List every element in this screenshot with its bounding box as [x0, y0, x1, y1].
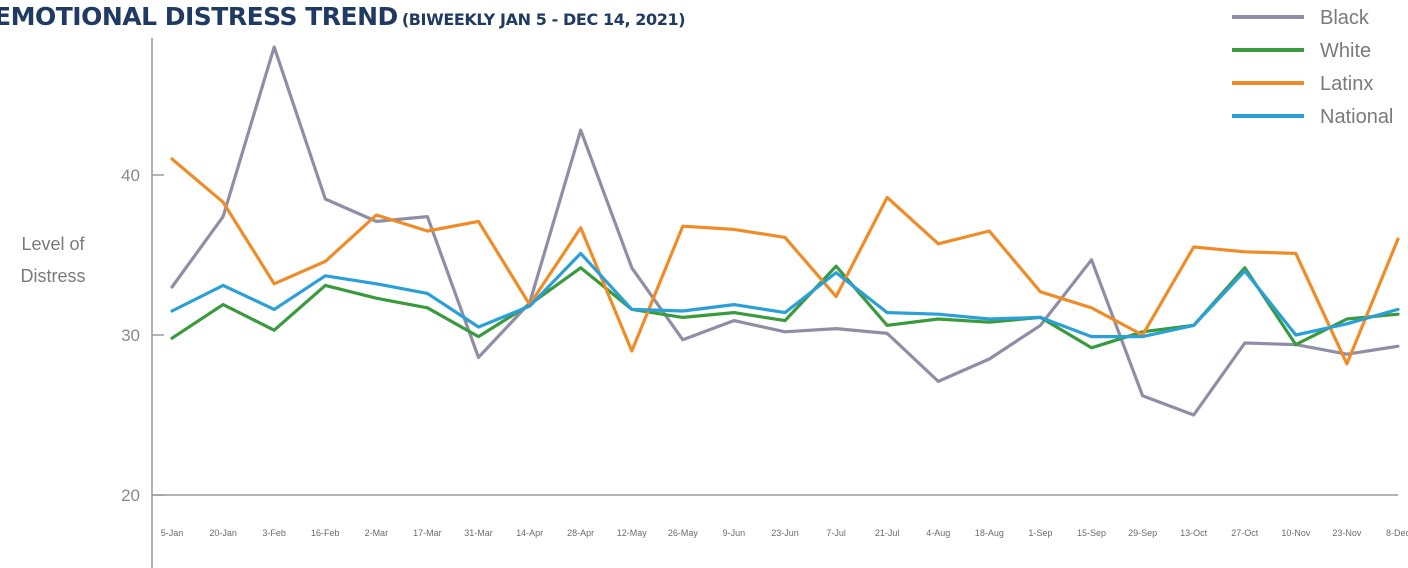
legend-label: Black	[1320, 7, 1370, 29]
series-line-white	[170, 264, 1400, 350]
x-tick-label: 31-Mar	[464, 528, 493, 538]
legend-item-black: Black	[1232, 7, 1370, 29]
legend: Black White Latinx National	[1232, 7, 1393, 128]
y-axis-label-line-1: Level of	[21, 234, 85, 254]
x-tick-label: 2-Mar	[365, 528, 389, 538]
x-tick-label: 21-Jul	[875, 528, 900, 538]
x-tick-label: 26-May	[668, 528, 699, 538]
series-lines	[170, 45, 1400, 417]
series-line-latinx	[170, 157, 1400, 366]
legend-label: National	[1320, 106, 1393, 128]
chart-title-block: EMOTIONAL DISTRESS TREND (BIWEEKLY JAN 5 …	[0, 2, 686, 31]
x-tick-label: 16-Feb	[311, 528, 340, 538]
legend-item-white: White	[1232, 40, 1371, 62]
x-tick-label: 10-Nov	[1281, 528, 1311, 538]
legend-label: White	[1320, 40, 1371, 62]
x-ticks: 5-Jan 20-Jan 3-Feb 16-Feb 2-Mar 17-Mar 31-Mar 1…	[161, 528, 1408, 538]
x-tick-label: 29-Sep	[1128, 528, 1157, 538]
x-tick-label: 1-Sep	[1028, 528, 1052, 538]
x-tick-label: 23-Jun	[771, 528, 799, 538]
x-tick-label: 7-Jul	[826, 528, 846, 538]
chart-title: EMOTIONAL DISTRESS TREND	[0, 2, 398, 31]
x-tick-label: 20-Jan	[209, 528, 237, 538]
series-line-black	[170, 45, 1400, 417]
y-axis-label-line-2: Distress	[20, 266, 85, 286]
x-tick-label: 18-Aug	[975, 528, 1004, 538]
x-tick-label: 15-Sep	[1077, 528, 1106, 538]
x-tick-label: 5-Jan	[161, 528, 184, 538]
y-ticks: 20 30 40	[121, 166, 164, 505]
x-tick-label: 14-Apr	[516, 528, 543, 538]
y-tick-label: 30	[121, 326, 140, 345]
x-tick-label: 12-May	[617, 528, 648, 538]
y-tick-label: 20	[121, 486, 140, 505]
x-tick-label: 4-Aug	[926, 528, 950, 538]
series-line-national	[170, 251, 1400, 339]
chart-axes	[151, 38, 1398, 568]
x-tick-label: 9-Jun	[723, 528, 746, 538]
x-tick-label: 27-Oct	[1231, 528, 1259, 538]
legend-item-latinx: Latinx	[1232, 73, 1373, 95]
x-tick-label: 13-Oct	[1180, 528, 1208, 538]
legend-label: Latinx	[1320, 73, 1373, 95]
x-tick-label: 23-Nov	[1332, 528, 1362, 538]
x-tick-label: 8-Dec	[1386, 528, 1408, 538]
y-tick-label: 40	[121, 166, 140, 185]
x-tick-label: 17-Mar	[413, 528, 442, 538]
x-tick-label: 28-Apr	[567, 528, 594, 538]
x-tick-label: 3-Feb	[262, 528, 286, 538]
chart-subtitle: (BIWEEKLY JAN 5 - DEC 14, 2021)	[401, 10, 686, 29]
legend-item-national: National	[1232, 106, 1393, 128]
